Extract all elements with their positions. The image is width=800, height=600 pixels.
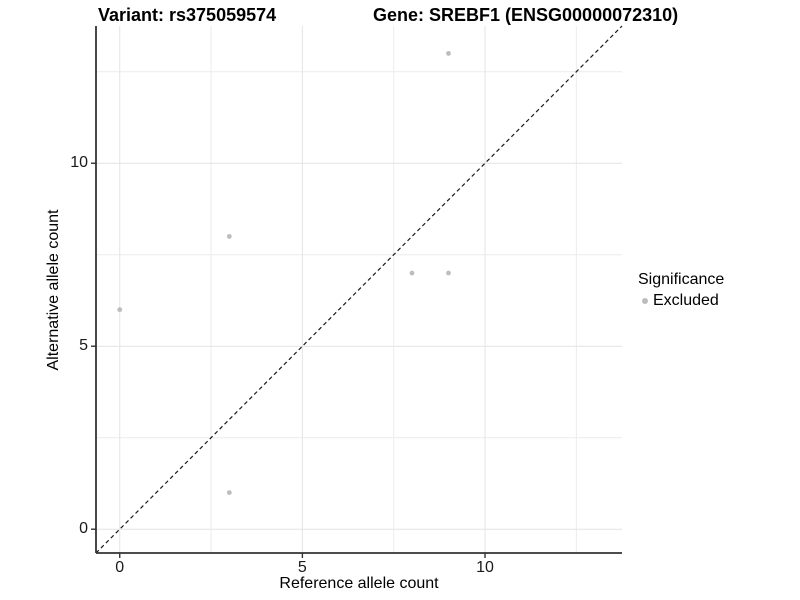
x-tick-label: 0 (115, 559, 125, 576)
legend-item-excluded: Excluded (638, 292, 724, 310)
legend-item-label: Excluded (653, 292, 719, 309)
legend-point-icon (642, 298, 648, 304)
x-axis-label: Reference allele count (279, 575, 439, 592)
legend-title: Significance (638, 271, 725, 288)
y-tick-label: 0 (79, 520, 88, 538)
identity-reference-line (95, 25, 623, 554)
data-point (446, 51, 451, 56)
gene-title: Gene: SREBF1 (ENSG00000072310) (373, 5, 679, 25)
data-point (446, 270, 451, 276)
data-point (226, 234, 232, 239)
variant-title: Variant: rs375059574 (98, 5, 277, 25)
x-tick-label: 5 (297, 559, 307, 576)
data-point (409, 270, 415, 276)
x-tick-label: 10 (476, 559, 494, 576)
legend: Significance Excluded (638, 271, 724, 310)
y-tick-label: 5 (79, 337, 88, 355)
data-point (117, 307, 123, 313)
y-axis-label: Alternative allele count (45, 209, 62, 371)
data-point (226, 490, 232, 496)
y-tick-label: 10 (70, 154, 88, 172)
